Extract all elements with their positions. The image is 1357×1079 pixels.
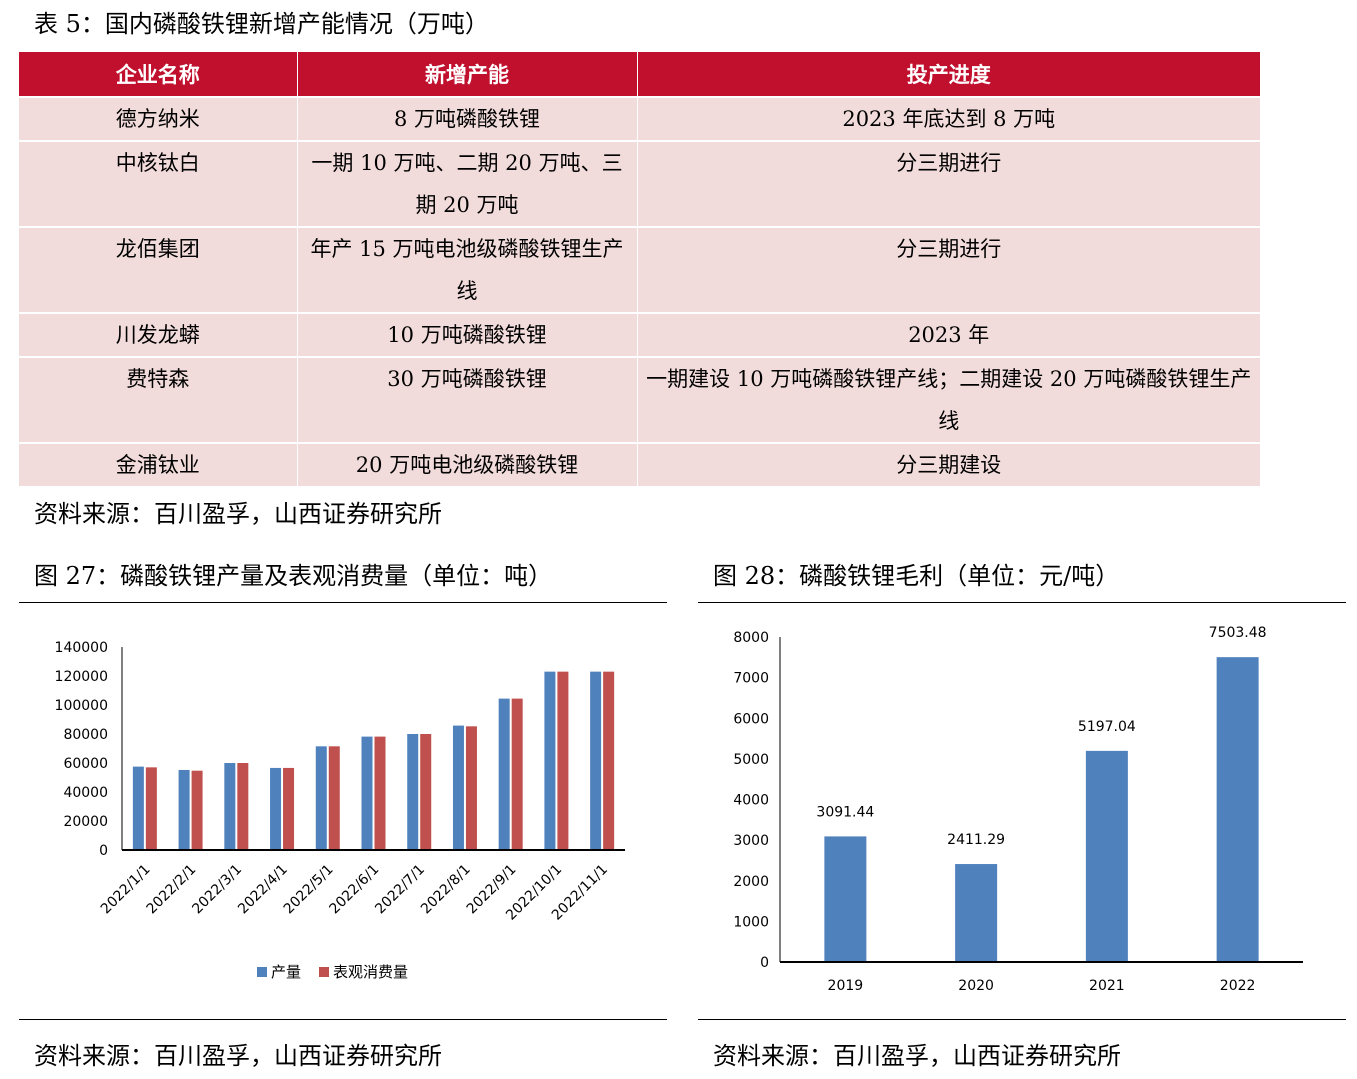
- bar-output: [270, 767, 282, 850]
- progress-cell: 2023 年: [637, 312, 1261, 357]
- bar-consumption: [511, 698, 523, 850]
- bar-consumption: [603, 671, 615, 850]
- y-tick-label: 3000: [733, 833, 769, 849]
- bar-consumption: [191, 770, 203, 850]
- y-tick-label: 1000: [733, 914, 769, 930]
- bar-consumption: [145, 767, 157, 850]
- y-tick-label: 0: [99, 843, 108, 859]
- header-capacity: 新增产能: [297, 52, 638, 97]
- company-cell: 金浦钛业: [19, 442, 298, 486]
- bar-consumption: [557, 671, 569, 850]
- table-title: 表 5：国内磷酸铁锂新增产能情况（万吨）: [34, 10, 489, 38]
- legend-label: 表观消费量: [333, 963, 408, 981]
- figure-27-title: 图 27：磷酸铁锂产量及表观消费量（单位：吨）: [34, 562, 553, 590]
- chart-lfp-gross-profit: 0 1000 2000 3000 4000 5000 6000 7000 8000 3091.44…: [733, 625, 1303, 994]
- data-label: 7503.48: [1209, 625, 1267, 641]
- bar-consumption: [420, 734, 432, 850]
- bar: [824, 836, 867, 962]
- bar-output: [590, 671, 602, 850]
- capacity-cell: 20 万吨电池级磷酸铁锂: [297, 442, 638, 486]
- y-tick-label: 0: [760, 955, 769, 971]
- bar-output: [544, 671, 556, 850]
- bar-consumption: [465, 726, 477, 850]
- x-tick-label: 2019: [828, 978, 864, 994]
- chart-lfp-output-consumption: 0200004000060000800001000001200001400002…: [55, 640, 625, 981]
- divider: [698, 1019, 1346, 1020]
- progress-cell: 分三期进行: [637, 140, 1261, 227]
- y-tick-label: 100000: [55, 698, 108, 714]
- progress-cell: 2023 年底达到 8 万吨: [637, 96, 1261, 141]
- y-tick-label: 2000: [733, 874, 769, 890]
- bar-consumption: [374, 736, 386, 850]
- bar: [1216, 657, 1259, 962]
- legend-label: 产量: [271, 963, 301, 981]
- table-source: 资料来源：百川盈孚，山西证券研究所: [34, 500, 442, 528]
- table-row: 川发龙蟒 10 万吨磷酸铁锂 2023 年: [19, 312, 1261, 357]
- bar-output: [132, 766, 144, 850]
- figure-28-source: 资料来源：百川盈孚，山西证券研究所: [713, 1042, 1121, 1070]
- bar-consumption: [237, 763, 249, 850]
- x-tick-label: 2021: [1089, 978, 1125, 994]
- progress-cell: 一期建设 10 万吨磷酸铁锂产线；二期建设 20 万吨磷酸铁锂生产线: [637, 356, 1261, 443]
- table-row: 德方纳米 8 万吨磷酸铁锂 2023 年底达到 8 万吨: [19, 96, 1261, 141]
- company-cell: 川发龙蟒: [19, 312, 298, 357]
- y-tick-label: 40000: [63, 785, 108, 801]
- bar-output: [407, 734, 419, 850]
- table-header-row: 企业名称 新增产能 投产进度: [19, 52, 1261, 97]
- company-cell: 中核钛白: [19, 140, 298, 227]
- x-tick-label: 2020: [958, 978, 994, 994]
- legend-swatch: [319, 967, 329, 977]
- legend-swatch: [257, 967, 267, 977]
- figure-27-source: 资料来源：百川盈孚，山西证券研究所: [34, 1042, 442, 1070]
- capacity-cell: 30 万吨磷酸铁锂: [297, 356, 638, 443]
- table-row: 金浦钛业 20 万吨电池级磷酸铁锂 分三期建设: [19, 442, 1261, 486]
- company-cell: 费特森: [19, 356, 298, 443]
- header-progress: 投产进度: [637, 52, 1261, 97]
- progress-cell: 分三期进行: [637, 226, 1261, 313]
- capacity-table: 企业名称 新增产能 投产进度 德方纳米 8 万吨磷酸铁锂 2023 年底达到 8 万…: [19, 52, 1261, 486]
- y-tick-label: 8000: [733, 630, 769, 646]
- y-tick-label: 4000: [733, 793, 769, 809]
- table-row: 费特森 30 万吨磷酸铁锂 一期建设 10 万吨磷酸铁锂产线；二期建设 20 万吨磷…: [19, 356, 1261, 443]
- y-tick-label: 60000: [63, 756, 108, 772]
- divider: [698, 602, 1346, 603]
- bar-consumption: [283, 767, 295, 850]
- y-tick-label: 6000: [733, 711, 769, 727]
- company-cell: 德方纳米: [19, 96, 298, 141]
- bar: [1085, 750, 1128, 962]
- y-tick-label: 120000: [55, 669, 108, 685]
- capacity-cell: 一期 10 万吨、二期 20 万吨、三期 20 万吨: [297, 140, 638, 227]
- table-row: 中核钛白 一期 10 万吨、二期 20 万吨、三期 20 万吨 分三期进行: [19, 140, 1261, 227]
- bar: [955, 864, 998, 962]
- bar-output: [498, 698, 510, 850]
- figure-28-title: 图 28：磷酸铁锂毛利（单位：元/吨）: [713, 562, 1120, 590]
- bar-output: [452, 725, 464, 850]
- progress-cell: 分三期建设: [637, 442, 1261, 486]
- y-tick-label: 7000: [733, 671, 769, 687]
- divider: [19, 1019, 667, 1020]
- y-tick-label: 5000: [733, 752, 769, 768]
- bar-output: [178, 769, 190, 850]
- divider: [19, 602, 667, 603]
- table-row: 龙佰集团 年产 15 万吨电池级磷酸铁锂生产线 分三期进行: [19, 226, 1261, 313]
- bar-output: [315, 746, 327, 850]
- bar-output: [361, 736, 373, 850]
- header-company: 企业名称: [19, 52, 298, 97]
- capacity-cell: 年产 15 万吨电池级磷酸铁锂生产线: [297, 226, 638, 313]
- bar-output: [224, 763, 236, 850]
- bar-consumption: [328, 746, 340, 850]
- data-label: 2411.29: [947, 832, 1005, 848]
- y-tick-label: 20000: [63, 814, 108, 830]
- y-tick-label: 140000: [55, 640, 108, 656]
- y-tick-label: 80000: [63, 727, 108, 743]
- company-cell: 龙佰集团: [19, 226, 298, 313]
- data-label: 5197.04: [1078, 719, 1136, 735]
- data-label: 3091.44: [816, 804, 874, 820]
- capacity-cell: 8 万吨磷酸铁锂: [297, 96, 638, 141]
- capacity-cell: 10 万吨磷酸铁锂: [297, 312, 638, 357]
- x-tick-label: 2022: [1220, 978, 1256, 994]
